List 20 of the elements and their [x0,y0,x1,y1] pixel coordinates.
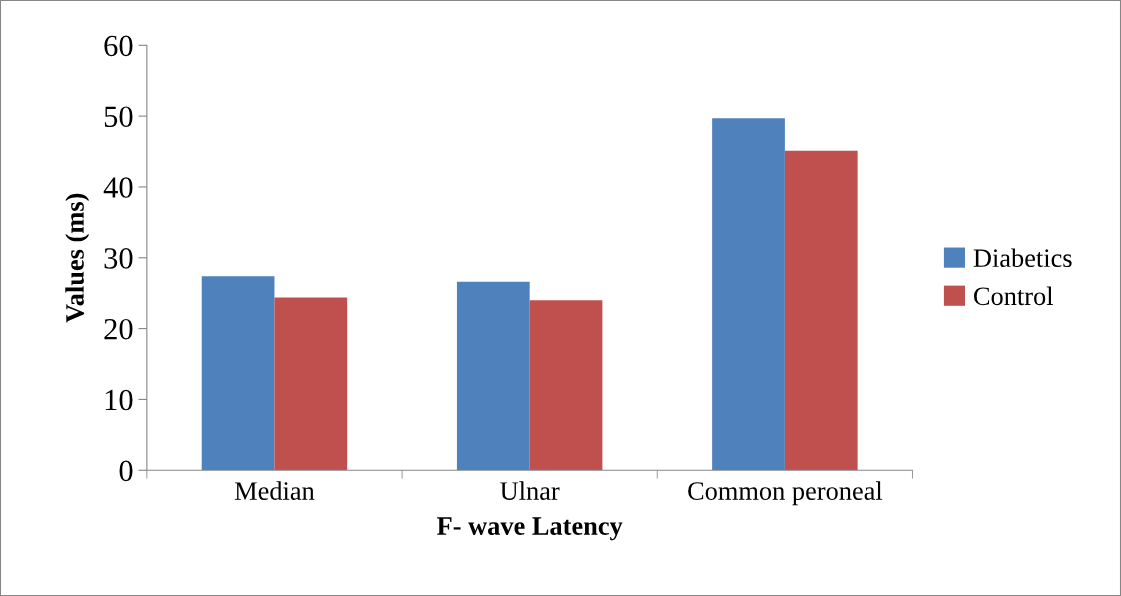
bar [712,118,785,471]
x-tick-label: Median [234,481,315,500]
y-tick-label: 60 [104,35,133,57]
y-tick-label: 40 [103,177,133,198]
y-tick-label: 30 [104,248,133,269]
bar [456,281,530,471]
legend-label: Control [974,286,1054,306]
x-axis-title: F- wave Latency [437,517,623,541]
y-tick-label: 0 [119,460,133,482]
bar [201,276,275,471]
legend-label: Diabetics [973,248,1072,268]
y-tick-label: 20 [104,318,133,340]
bar [274,297,348,471]
y-axis-title: Values (ms) [65,193,90,323]
bar [784,150,858,471]
y-tick-label: 50 [104,106,133,128]
bar [529,300,603,471]
y-tick-label: 10 [105,389,133,411]
x-tick-label: Ulnar [500,481,560,500]
x-tick-label: Common peroneal [688,481,883,506]
